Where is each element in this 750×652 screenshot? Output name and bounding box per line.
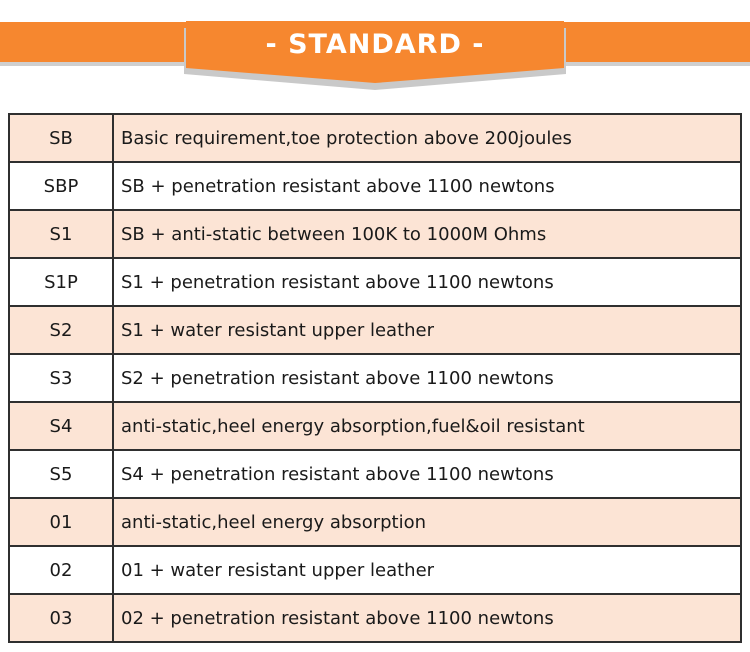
ribbon: - STANDARD - <box>186 21 564 83</box>
table-row: S4 anti-static,heel energy absorption,fue… <box>8 401 742 451</box>
table-row: 03 02 + penetration resistant above 1100 … <box>8 593 742 643</box>
standard-description: S1 + water resistant upper leather <box>112 305 742 355</box>
standard-description: anti-static,heel energy absorption <box>112 497 742 547</box>
standard-description: anti-static,heel energy absorption,fuel&… <box>112 401 742 451</box>
standard-code: S1 <box>8 209 114 259</box>
table-row: SBP SB + penetration resistant above 1100… <box>8 161 742 211</box>
standard-description: SB + penetration resistant above 1100 ne… <box>112 161 742 211</box>
standard-description: S4 + penetration resistant above 1100 ne… <box>112 449 742 499</box>
standard-code: 01 <box>8 497 114 547</box>
standards-table: SB Basic requirement,toe protection above… <box>8 113 742 643</box>
standard-code: 02 <box>8 545 114 595</box>
table-row: S5 S4 + penetration resistant above 1100 … <box>8 449 742 499</box>
standard-description: S2 + penetration resistant above 1100 ne… <box>112 353 742 403</box>
standard-code: S4 <box>8 401 114 451</box>
standard-description: S1 + penetration resistant above 1100 ne… <box>112 257 742 307</box>
standard-description: 02 + penetration resistant above 1100 ne… <box>112 593 742 643</box>
standard-code: SB <box>8 113 114 163</box>
standard-description: 01 + water resistant upper leather <box>112 545 742 595</box>
table-row: S3 S2 + penetration resistant above 1100 … <box>8 353 742 403</box>
standard-code: S3 <box>8 353 114 403</box>
standard-code: SBP <box>8 161 114 211</box>
standard-description: SB + anti-static between 100K to 1000M O… <box>112 209 742 259</box>
standards-table-body: SB Basic requirement,toe protection above… <box>8 113 742 643</box>
table-row: SB Basic requirement,toe protection above… <box>8 113 742 163</box>
table-row: S1 SB + anti-static between 100K to 1000M… <box>8 209 742 259</box>
table-row: S1P S1 + penetration resistant above 1100… <box>8 257 742 307</box>
standard-code: 03 <box>8 593 114 643</box>
standard-code: S1P <box>8 257 114 307</box>
table-row: 01 anti-static,heel energy absorption <box>8 497 742 547</box>
table-row: 02 01 + water resistant upper leather <box>8 545 742 595</box>
table-row: S2 S1 + water resistant upper leather <box>8 305 742 355</box>
banner-title: - STANDARD - <box>265 29 485 60</box>
standard-code: S5 <box>8 449 114 499</box>
standard-code: S2 <box>8 305 114 355</box>
standard-description: Basic requirement,toe protection above 2… <box>112 113 742 163</box>
